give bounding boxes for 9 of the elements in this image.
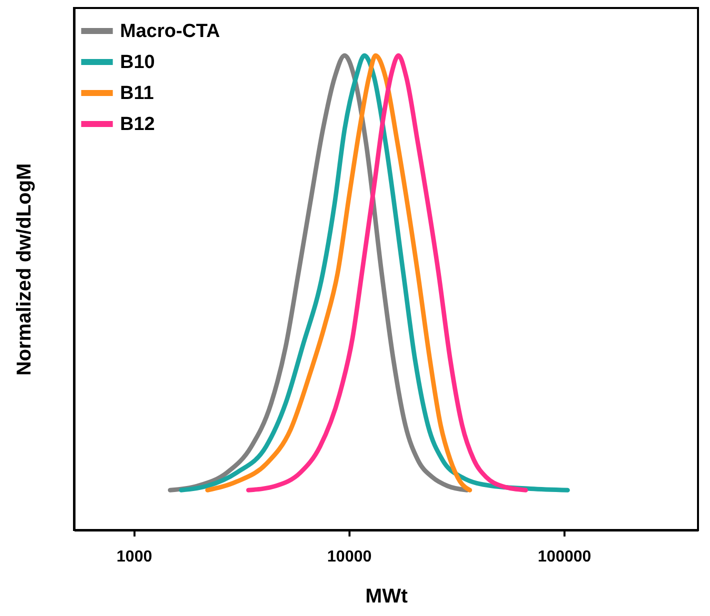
- y-axis-title: Normalized dw/dLogM: [14, 163, 36, 376]
- legend-label: B11: [120, 83, 154, 104]
- x-tick-label: 100000: [538, 548, 592, 566]
- x-tick-label: 10000: [327, 548, 372, 566]
- legend-label: B12: [120, 114, 155, 135]
- x-tick-label: 1000: [116, 548, 152, 566]
- legend-label: Macro-CTA: [120, 21, 220, 42]
- x-axis-title: MWt: [365, 586, 408, 608]
- legend-label: B10: [120, 52, 155, 73]
